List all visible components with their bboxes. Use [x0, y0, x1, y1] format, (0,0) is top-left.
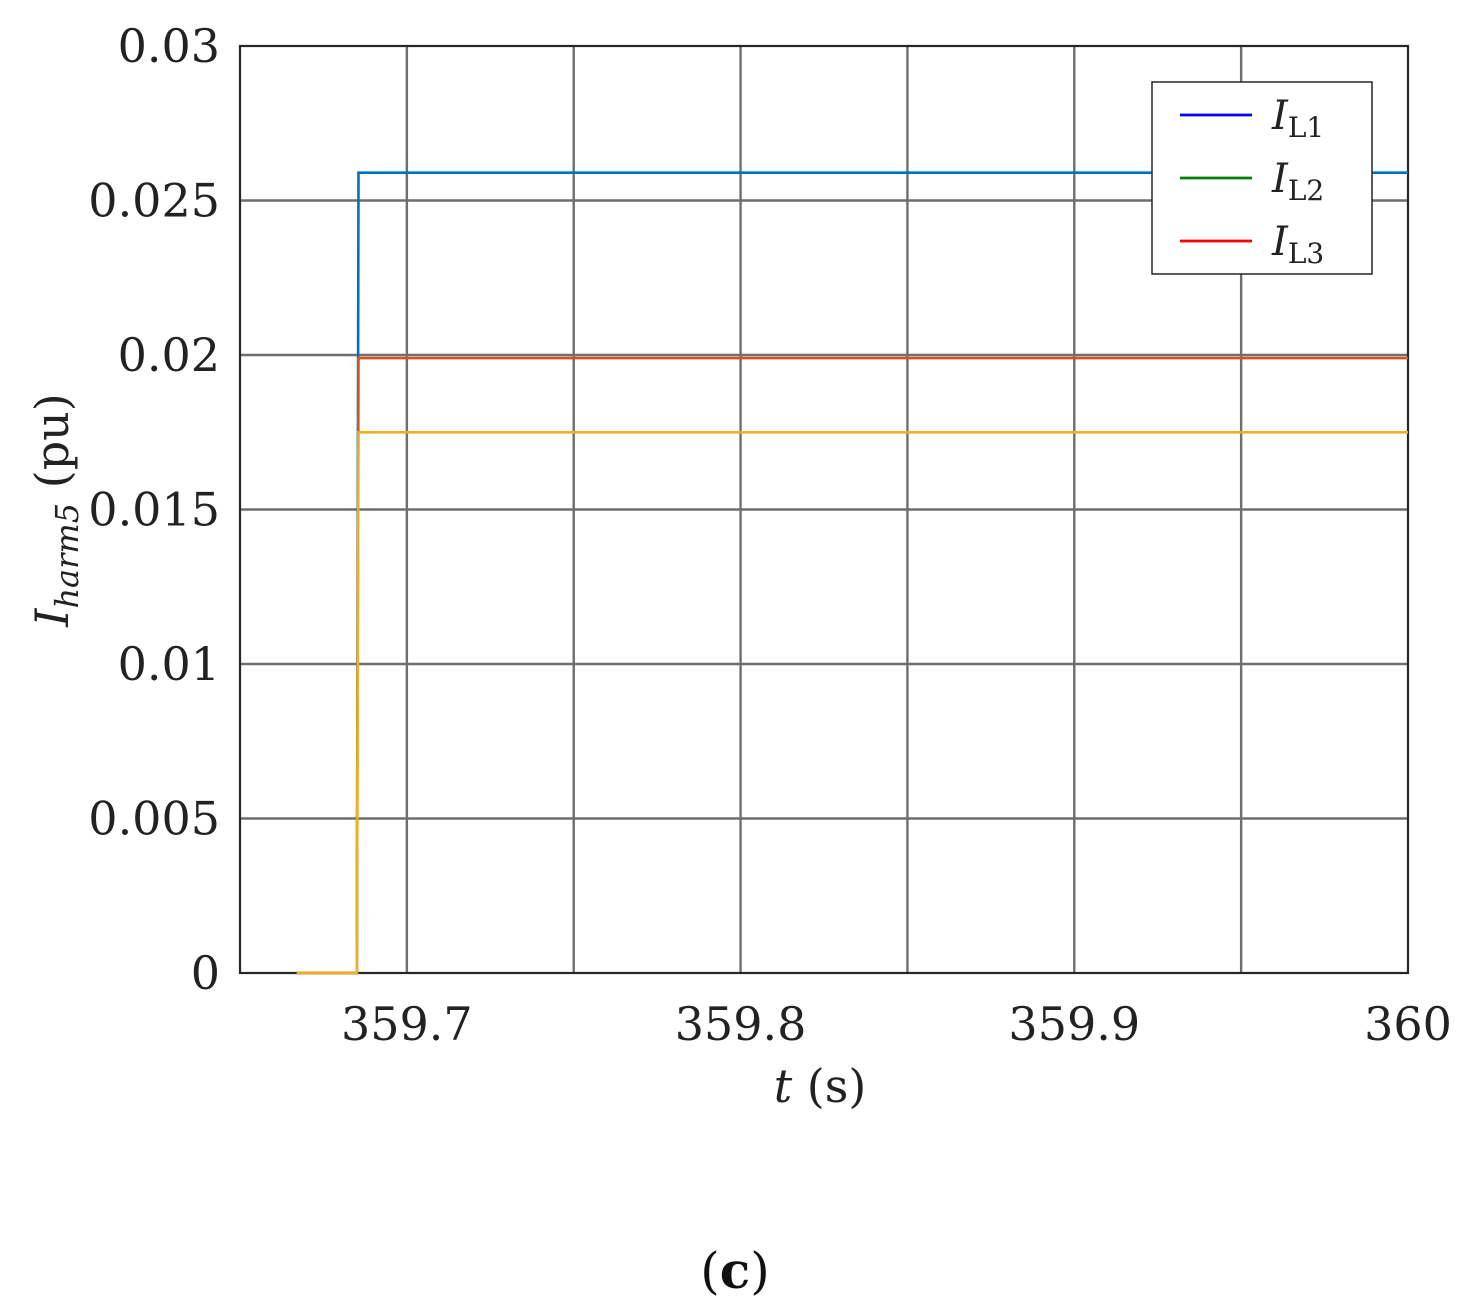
- x-tick-label: 359.8: [675, 997, 807, 1051]
- y-axis-label: Iharm5 (pu): [25, 393, 86, 627]
- svg-text:Iharm5 (pu): Iharm5 (pu): [25, 393, 86, 627]
- panel-label-close: ): [750, 1242, 770, 1300]
- legend-label-3: IL3: [1271, 219, 1324, 270]
- x-axis-label-main: t: [774, 1059, 793, 1113]
- y-tick-label: 0.03: [118, 19, 220, 73]
- y-tick-labels: 0 0.005 0.01 0.015 0.02 0.025 0.03: [88, 19, 220, 1000]
- x-tick-labels: 359.7 359.8 359.9 360: [341, 997, 1452, 1051]
- legend-label-2: IL2: [1271, 156, 1324, 207]
- y-tick-label: 0.005: [88, 792, 220, 846]
- y-tick-label: 0.015: [88, 483, 220, 537]
- y-axis-label-sub: harm5: [48, 503, 86, 609]
- x-tick-label: 359.9: [1008, 997, 1140, 1051]
- x-tick-label: 359.7: [341, 997, 473, 1051]
- series-lines: [296, 171, 1408, 975]
- plot-frame: [238, 44, 1410, 975]
- panel-label-open: (: [700, 1242, 720, 1300]
- y-tick-label: 0.02: [118, 328, 220, 382]
- panel-label: (c): [700, 1241, 769, 1300]
- y-axis-label-main: I: [25, 608, 79, 628]
- y-tick-label: 0.01: [118, 637, 220, 691]
- legend-label-1: IL1: [1271, 93, 1324, 144]
- x-tick-label: 360: [1364, 997, 1452, 1051]
- legend: IL1 IL2 IL3: [1151, 81, 1373, 275]
- y-tick-label: 0.025: [88, 174, 220, 228]
- y-tick-label: 0: [191, 946, 220, 1000]
- series-line-3: [296, 430, 1408, 975]
- x-axis-label: t (s): [774, 1059, 867, 1113]
- x-axis-label-unit: (s): [792, 1059, 866, 1113]
- y-axis-label-unit: (pu): [25, 393, 79, 503]
- panel-label-letter: c: [720, 1241, 750, 1300]
